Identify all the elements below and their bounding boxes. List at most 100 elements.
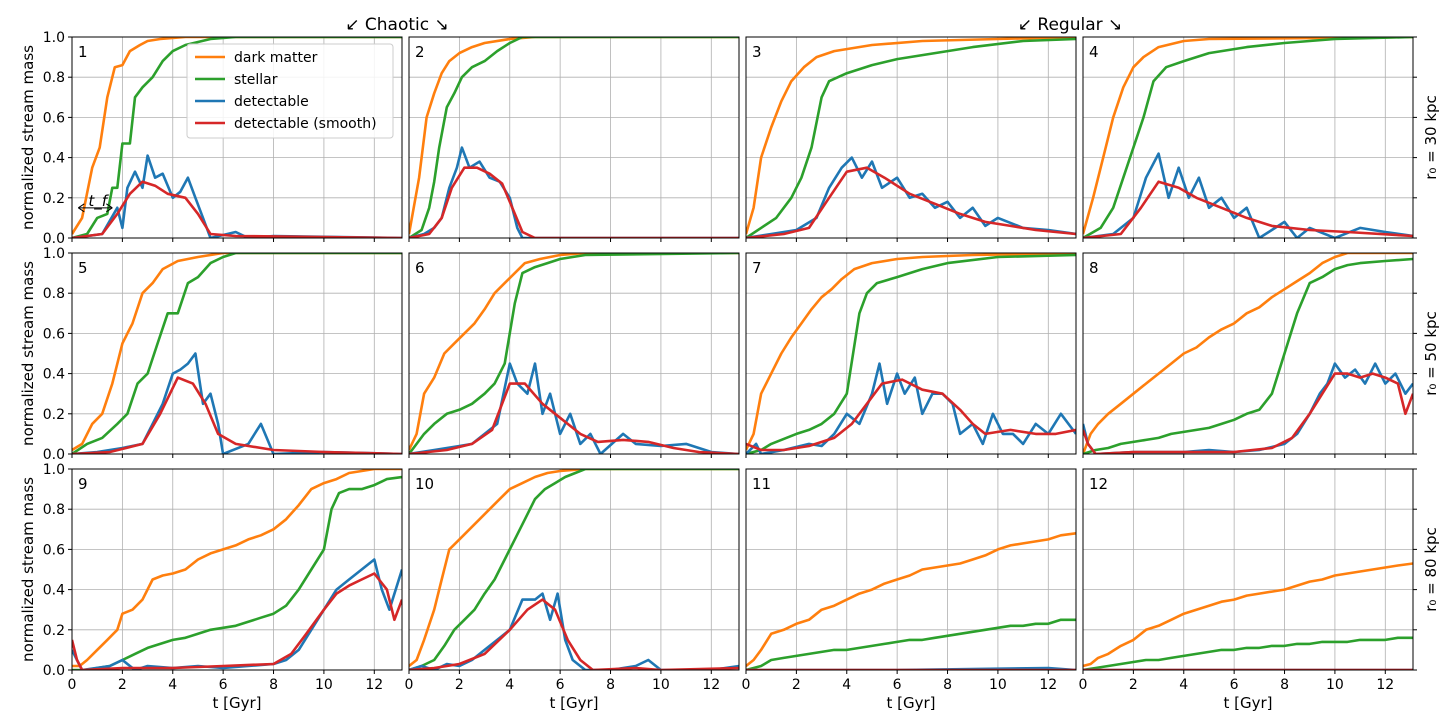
detectable-smooth-line (1083, 180, 1413, 238)
detectable-smooth-line (72, 572, 402, 670)
y-tick-label: 0.6 (43, 326, 65, 342)
stellar-line (409, 253, 739, 454)
legend-entry: detectable (234, 94, 309, 110)
stellar-line (72, 253, 402, 454)
x-tick-label: 0 (405, 677, 414, 693)
panel-11: 0 2 4 6 8 10 12 t [Gyr] 11 (742, 468, 1077, 712)
x-tick-label: 0 (1079, 677, 1088, 693)
stellar-line (746, 37, 1076, 238)
y-tick-label: 0.0 (43, 231, 65, 247)
dark-matter-line (409, 253, 739, 451)
stellar-line (72, 37, 402, 238)
legend: dark matter stellar detectable detectable (… (186, 43, 394, 139)
detectable-line (1083, 152, 1413, 238)
legend-entry: dark matter (234, 50, 318, 66)
panel-number: 8 (1089, 259, 1099, 277)
panel-12: 0 2 4 6 8 10 12 t [Gyr] 12 (1079, 468, 1417, 712)
tf-arrow-head-right (106, 203, 113, 213)
x-tick-label: 4 (168, 677, 177, 693)
legend-entry: detectable (smooth) (234, 116, 377, 132)
x-tick-label: 12 (702, 677, 720, 693)
y-tick-label: 0.2 (43, 191, 65, 207)
x-tick-label: 0 (742, 677, 751, 693)
x-tick-label: 8 (1280, 677, 1289, 693)
panel-8: 8 (1082, 252, 1417, 458)
dark-matter-line (746, 532, 1076, 668)
dark-matter-line (72, 37, 402, 235)
detectable-line (72, 352, 402, 454)
x-tick-label: 0 (68, 677, 77, 693)
panel-5: 0.0 0.2 0.4 0.6 0.8 1.0 normalized stream mass… (19, 246, 403, 463)
axes-frame (408, 252, 740, 455)
axes-frame (71, 468, 403, 671)
y-tick-label: 0.8 (43, 286, 65, 302)
x-tick-label: 10 (1326, 677, 1344, 693)
dark-matter-line (409, 469, 739, 668)
row-label: r₀ = 80 kpc (1422, 527, 1440, 612)
x-tick-label: 4 (1179, 677, 1188, 693)
stellar-line (409, 469, 739, 670)
axes-frame (745, 36, 1077, 239)
stellar-line (1083, 257, 1413, 454)
panel-number: 2 (415, 43, 425, 61)
dark-matter-line (1083, 562, 1413, 668)
dark-matter-line (746, 253, 1076, 451)
panel-number: 11 (752, 475, 771, 493)
x-tick-label: 4 (505, 677, 514, 693)
x-tick-label: 6 (556, 677, 565, 693)
axes-frame (408, 468, 740, 671)
x-tick-label: 10 (315, 677, 333, 693)
panel-number: 4 (1089, 43, 1099, 61)
panel-number: 12 (1089, 475, 1108, 493)
axes-frame (71, 36, 403, 239)
panel-number: 1 (78, 43, 88, 61)
x-tick-label: 8 (269, 677, 278, 693)
x-axis-label: t [Gyr] (212, 694, 261, 712)
y-axis-label: normalized stream mass (19, 477, 37, 662)
x-tick-label: 12 (1376, 677, 1394, 693)
axes-frame (745, 468, 1077, 671)
x-tick-label: 10 (652, 677, 670, 693)
x-tick-label: 10 (989, 677, 1007, 693)
y-tick-label: 0.2 (43, 407, 65, 423)
axes-frame (408, 36, 740, 239)
detectable-line (72, 154, 402, 238)
row-label: r₀ = 30 kpc (1422, 95, 1440, 180)
detectable-line (746, 362, 1076, 454)
stellar-line (746, 253, 1076, 454)
panel-number: 10 (415, 475, 434, 493)
stellar-line (1083, 636, 1413, 670)
panel-3: 3 (745, 36, 1077, 242)
y-tick-label: 0.6 (43, 110, 65, 126)
detectable-smooth-line (72, 180, 402, 238)
x-tick-label: 8 (943, 677, 952, 693)
y-tick-label: 0.2 (43, 623, 65, 639)
detectable-line (409, 592, 739, 670)
tf-annotation: t_f (88, 192, 109, 211)
tf-arrow-head-left (78, 203, 85, 213)
detectable-line (409, 146, 739, 238)
x-tick-label: 2 (455, 677, 464, 693)
stellar-line (72, 475, 402, 670)
panel-number: 7 (752, 259, 762, 277)
x-tick-label: 2 (118, 677, 127, 693)
x-axis-label: t [Gyr] (1223, 694, 1272, 712)
axes-frame (745, 252, 1077, 455)
dark-matter-line (1083, 37, 1413, 235)
detectable-smooth-line (72, 376, 402, 454)
panel-10: 0 2 4 6 8 10 12 t [Gyr] 10 (405, 468, 740, 712)
y-axis-label: normalized stream mass (19, 45, 37, 230)
y-tick-label: 1.0 (43, 246, 65, 262)
x-tick-label: 12 (1039, 677, 1057, 693)
y-tick-label: 0.0 (43, 663, 65, 679)
x-axis-label: t [Gyr] (549, 694, 598, 712)
legend-box (186, 43, 394, 139)
detectable-smooth-line (409, 166, 739, 238)
row-labels: r₀ = 30 kpc r₀ = 50 kpc r₀ = 80 kpc (1422, 95, 1440, 612)
dark-matter-line (72, 469, 402, 668)
y-axis-label: normalized stream mass (19, 261, 37, 446)
panel-number: 5 (78, 259, 88, 277)
x-tick-label: 6 (893, 677, 902, 693)
axes-frame (71, 252, 403, 455)
panel-2: 2 (408, 36, 740, 242)
